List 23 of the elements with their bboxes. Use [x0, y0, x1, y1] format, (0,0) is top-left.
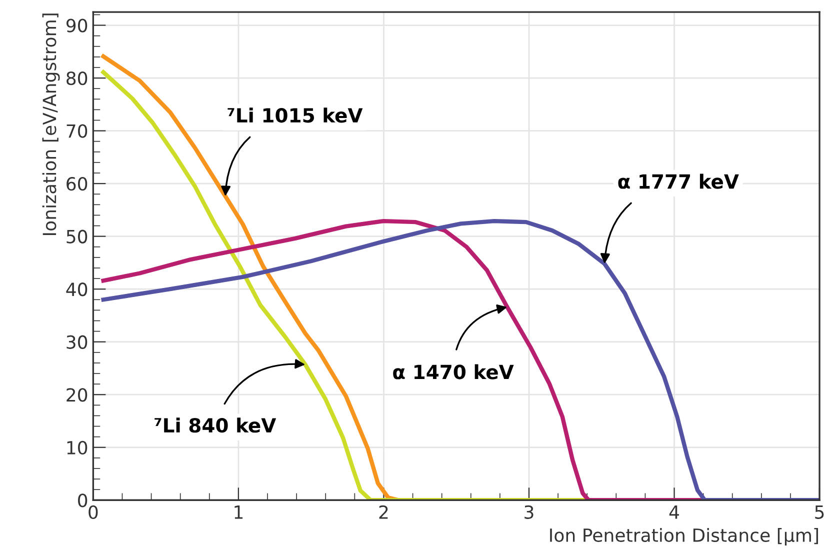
annotation: ⁷Li 840 keV [154, 418, 276, 433]
x-axis-title: Ion Penetration Distance [μm] [550, 528, 818, 546]
y-tick-label: 20 [66, 388, 88, 402]
annotation: ⁷Li 1015 keV [228, 108, 363, 123]
x-tick-label: 4 [669, 506, 679, 519]
y-tick-label: 50 [66, 230, 88, 244]
y-tick-label: 90 [66, 18, 88, 32]
line-series [101, 218, 820, 500]
y-tick-label: 40 [66, 282, 88, 296]
annotation: α 1777 keV [618, 174, 739, 189]
x-tick-label: 2 [379, 505, 388, 519]
x-tick-label: 1 [234, 506, 243, 519]
y-tick-label: 30 [66, 335, 88, 349]
y-tick-label: 70 [66, 124, 88, 138]
y-tick-label: 0 [78, 494, 88, 508]
y-tick-label: 60 [66, 177, 88, 191]
x-tick-label: 0 [88, 505, 98, 519]
y-tick-label: 80 [66, 71, 88, 86]
y-tick-label: 10 [67, 440, 88, 454]
y-axis-title: Ionization [eV/Angstrom] [42, 14, 60, 236]
x-tick-label: 3 [524, 505, 534, 519]
annotation: α 1470 keV [393, 364, 514, 380]
x-tick-label: 5 [815, 506, 824, 519]
